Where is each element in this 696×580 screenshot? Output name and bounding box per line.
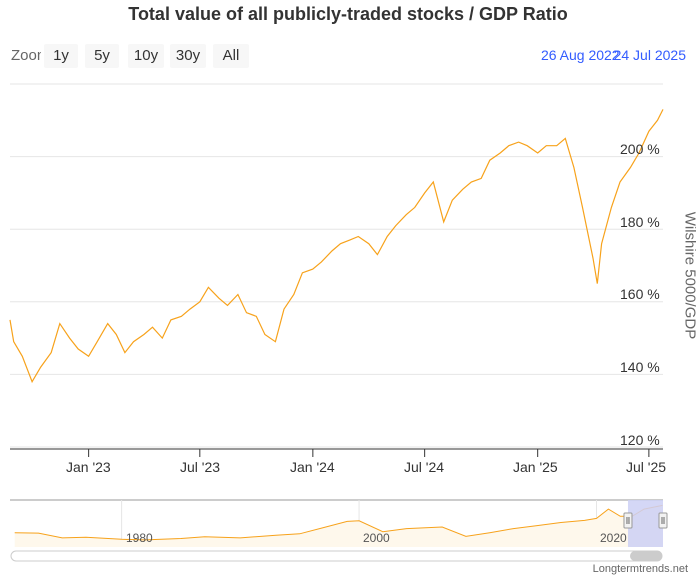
navigator-handle[interactable]	[658, 512, 668, 529]
y-tick-label: 140 %	[620, 359, 660, 375]
x-tick-label: Jul '23	[180, 459, 221, 475]
scrollbar-thumb[interactable]	[630, 551, 662, 561]
credit-link[interactable]: Longtermtrends.net	[592, 563, 688, 575]
y-axis-title: Wilshire 5000/GDP	[681, 211, 696, 340]
x-tick-label: Jul '25	[626, 459, 667, 475]
navigator-tick-label: 2020	[600, 531, 627, 545]
zoom-label: Zoom	[11, 47, 41, 64]
range-from[interactable]: 26 Aug 2022	[540, 47, 620, 63]
navigator-selection[interactable]	[627, 500, 663, 547]
series-line	[9, 109, 664, 384]
chart-title: Total value of all publicly-traded stock…	[128, 4, 568, 24]
scrollbar-track[interactable]	[10, 550, 663, 562]
navigator-handle[interactable]	[623, 512, 633, 529]
y-tick-label: 160 %	[620, 286, 660, 302]
navigator-line	[14, 504, 663, 541]
navigator-tick-label: 1980	[126, 531, 153, 545]
x-tick-label: Jan '23	[66, 459, 111, 475]
zoom-all-button[interactable]: All	[213, 44, 249, 68]
zoom-1y-button[interactable]: 1y	[44, 44, 78, 68]
zoom-30y-button[interactable]: 30y	[170, 44, 206, 68]
x-tick-label: Jan '24	[290, 459, 335, 475]
range-to[interactable]: 24 Jul 2025	[613, 47, 686, 63]
y-tick-label: 200 %	[620, 141, 660, 157]
navigator-area	[14, 505, 663, 547]
navigator-tick-label: 2000	[363, 531, 390, 545]
zoom-10y-button[interactable]: 10y	[128, 44, 164, 68]
y-tick-label: 180 %	[620, 214, 660, 230]
date-range[interactable]: 26 Aug 202224 Jul 2025	[541, 47, 686, 63]
x-tick-label: Jan '25	[513, 459, 558, 475]
y-tick-label: 120 %	[620, 432, 660, 448]
zoom-5y-button[interactable]: 5y	[85, 44, 119, 68]
x-tick-label: Jul '24	[404, 459, 445, 475]
